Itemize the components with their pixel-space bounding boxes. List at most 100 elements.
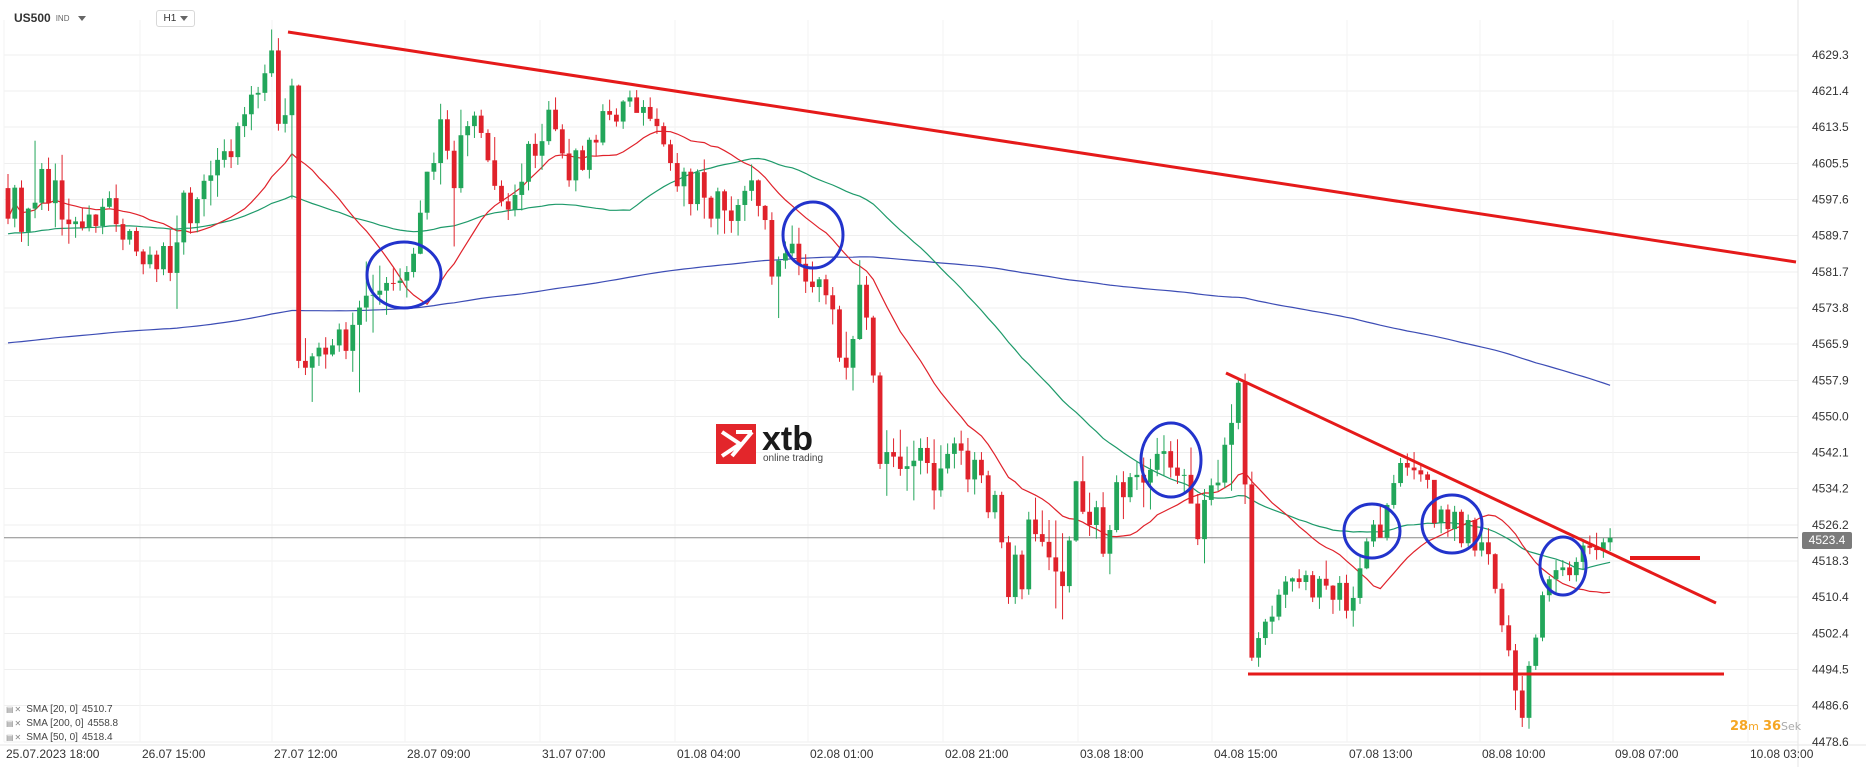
candle-up <box>73 221 78 225</box>
candle-down <box>445 119 450 151</box>
candle-up <box>850 339 856 368</box>
candle-up <box>86 214 92 228</box>
candle-up <box>465 126 471 136</box>
indicator-settings-icon[interactable]: ▤✕ <box>6 719 23 728</box>
candle-down <box>661 126 667 145</box>
candle-down <box>1499 588 1505 626</box>
candle-down <box>823 279 829 296</box>
indicator-settings-icon[interactable]: ▤✕ <box>6 733 23 742</box>
candle-up <box>32 202 38 209</box>
candle-up <box>972 459 978 480</box>
candle-up <box>404 271 410 281</box>
candle-down <box>999 494 1005 543</box>
candle-down <box>1425 474 1430 480</box>
indicator-row[interactable]: ▤✕ SMA [50, 0] 4518.4 <box>6 731 118 745</box>
x-tick-label: 31.07 07:00 <box>542 747 606 761</box>
candle-up <box>918 447 923 461</box>
candle-up <box>12 187 18 219</box>
timeframe-selector[interactable]: H1 <box>156 9 196 27</box>
candle-down <box>532 143 538 156</box>
candle-up <box>539 141 545 156</box>
symbol-selector[interactable]: US500 IND <box>8 8 92 28</box>
y-tick-label: 4581.7 <box>1812 265 1849 279</box>
candle-up <box>1066 540 1072 587</box>
indicator-settings-icon[interactable]: ▤✕ <box>6 705 23 714</box>
candle-up <box>255 92 261 95</box>
candle-down <box>559 129 565 154</box>
indicator-value: 4510.7 <box>81 704 113 715</box>
candle-down <box>728 210 734 221</box>
candle-up <box>1290 578 1295 582</box>
y-tick-label: 4629.3 <box>1812 48 1849 62</box>
x-tick-label: 08.08 10:00 <box>1482 747 1546 761</box>
candle-down <box>566 153 572 181</box>
indicator-row[interactable]: ▤✕ SMA [20, 0] 4510.7 <box>6 703 118 717</box>
candle-up <box>181 192 187 243</box>
candle-up <box>735 204 741 221</box>
candle-up <box>25 208 31 232</box>
candle-down <box>1459 511 1464 544</box>
candle-down <box>1594 547 1599 551</box>
candle-down <box>1472 519 1478 551</box>
x-tick-label: 26.07 15:00 <box>142 747 206 761</box>
y-tick-label: 4494.5 <box>1812 663 1849 677</box>
candle-up <box>1107 530 1113 554</box>
candle-up <box>1222 444 1228 483</box>
candle-up <box>1607 537 1613 543</box>
candle-up <box>289 85 295 116</box>
y-tick-label: 4510.4 <box>1812 590 1849 604</box>
indicator-value: 4558.8 <box>87 718 119 729</box>
symbol-type: IND <box>55 13 70 23</box>
y-tick-label: 4478.6 <box>1812 735 1849 749</box>
candle-down <box>810 281 815 288</box>
y-tick-label: 4557.9 <box>1812 373 1849 387</box>
candle-up <box>350 324 356 351</box>
candle-down <box>654 118 660 127</box>
candle-up <box>1540 595 1545 638</box>
candle-up <box>695 172 700 205</box>
candle-down <box>1486 542 1491 555</box>
highlight-circle <box>1420 493 1484 555</box>
candle-up <box>715 191 721 219</box>
candle-up <box>39 168 45 203</box>
candle-down <box>120 224 126 240</box>
candle-up <box>1269 616 1275 622</box>
candle-up <box>1134 474 1140 478</box>
candle-up <box>208 175 214 181</box>
trendline-resistance <box>1225 371 1717 605</box>
candle-down <box>1492 554 1498 589</box>
candle-up <box>1181 474 1187 476</box>
candle-down <box>864 284 869 318</box>
candle-up <box>1465 519 1471 544</box>
candle-up <box>377 290 383 295</box>
candle-up <box>1384 504 1390 538</box>
candle-down <box>1310 575 1316 598</box>
candle-up <box>431 163 437 172</box>
candle-down <box>1039 534 1045 542</box>
candle-down <box>607 111 613 115</box>
y-tick-label: 4621.4 <box>1812 84 1849 98</box>
y-tick-label: 4613.5 <box>1812 120 1849 134</box>
candle-down <box>897 456 903 469</box>
candle-up <box>438 119 444 164</box>
candle-down <box>59 180 65 220</box>
candle-down <box>113 198 119 225</box>
candle-down <box>958 443 964 451</box>
annotations <box>287 30 1797 676</box>
candle-up <box>1452 511 1458 530</box>
candle-down <box>843 357 849 368</box>
y-tick-label: 4502.4 <box>1812 627 1849 641</box>
candle-up <box>857 284 863 340</box>
candle-up <box>749 180 754 191</box>
highlight-circle <box>1538 535 1588 597</box>
candle-up <box>221 151 227 160</box>
candle-down <box>614 114 619 122</box>
candle-up <box>262 73 268 93</box>
x-tick-label: 10.08 03:00 <box>1750 747 1814 761</box>
indicator-row[interactable]: ▤✕ SMA [200, 0] 4558.8 <box>6 717 118 731</box>
candle-down <box>154 254 160 270</box>
candle-down <box>505 201 511 210</box>
candle-down <box>1053 557 1059 572</box>
candle-up <box>1114 482 1120 531</box>
